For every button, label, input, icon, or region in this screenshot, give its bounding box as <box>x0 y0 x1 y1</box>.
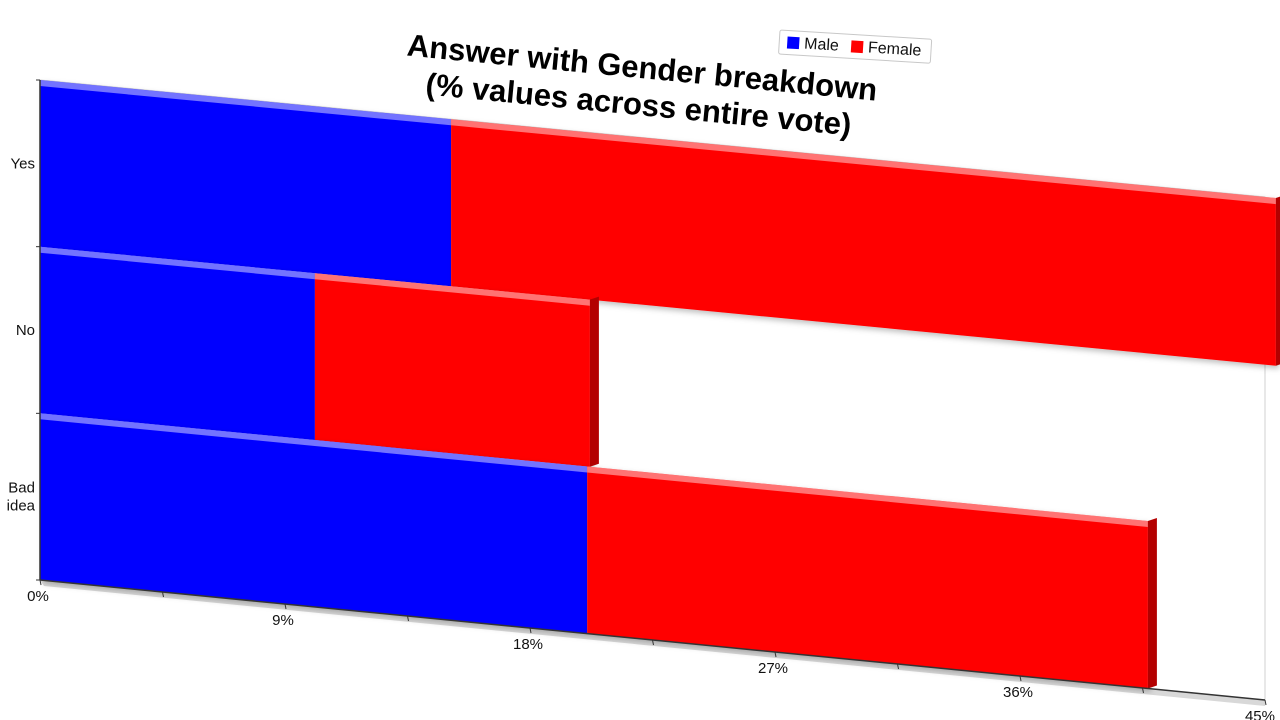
legend-swatch-female <box>850 40 864 54</box>
x-minor-tick <box>1142 687 1144 694</box>
x-tick <box>529 627 532 634</box>
x-tick-label: 36% <box>1003 684 1033 701</box>
x-minor-tick <box>897 663 899 670</box>
x-tick <box>1019 675 1022 682</box>
x-minor-tick <box>652 639 654 646</box>
category-label-yes: Yes <box>11 155 35 172</box>
legend-label-female: Female <box>868 39 922 59</box>
axis-group: Yes No Bad idea 0% 9% 18% 27% 36% 45% <box>7 79 1275 720</box>
category-label-no: No <box>16 322 35 339</box>
x-tick-label: 45% <box>1245 708 1275 720</box>
bar-top-male-bad-idea <box>40 413 588 473</box>
bar-top-female-bad-idea <box>587 466 1148 527</box>
bar-male-no <box>40 246 315 440</box>
x-tick-label: 27% <box>758 660 788 677</box>
bar-group-bad-idea <box>40 413 1157 689</box>
bar-group-yes <box>40 80 1280 366</box>
bar-female-bad-idea <box>587 466 1148 689</box>
bar-side-female-no <box>589 296 599 467</box>
bar-male-bad-idea <box>40 413 588 634</box>
x-minor-tick <box>162 591 164 598</box>
x-minor-tick <box>407 615 409 622</box>
bar-top-male-yes <box>40 80 452 126</box>
category-label-line: idea <box>7 498 36 515</box>
legend-label-male: Male <box>804 36 840 55</box>
x-tick <box>1264 699 1267 706</box>
category-label-line: No <box>16 322 35 339</box>
x-tick-label: 18% <box>513 636 543 653</box>
x-tick-label: 0% <box>27 588 49 605</box>
x-tick-label: 9% <box>272 612 294 629</box>
x-tick <box>284 603 287 610</box>
x-tick <box>39 579 42 586</box>
plot-floor <box>40 580 1265 706</box>
bar-side-female-bad-idea <box>1147 518 1157 689</box>
bar-male-yes <box>40 80 452 287</box>
bar-female-yes <box>451 119 1276 366</box>
bar-group-no <box>40 246 599 467</box>
legend: Male Female <box>778 29 933 64</box>
category-label-line: Bad <box>8 480 35 497</box>
bar-side-female-yes <box>1275 196 1280 366</box>
category-label-bad-idea: Bad idea <box>7 480 36 515</box>
x-tick <box>774 651 777 658</box>
category-label-line: Yes <box>11 155 35 172</box>
bars-group <box>40 80 1280 689</box>
bar-top-female-yes <box>451 119 1276 205</box>
legend-box: Male Female <box>778 29 933 64</box>
legend-swatch-male <box>786 36 800 50</box>
bar-top-male-no <box>40 246 315 280</box>
bar-top-female-no <box>314 273 590 306</box>
bar-female-no <box>314 273 590 467</box>
